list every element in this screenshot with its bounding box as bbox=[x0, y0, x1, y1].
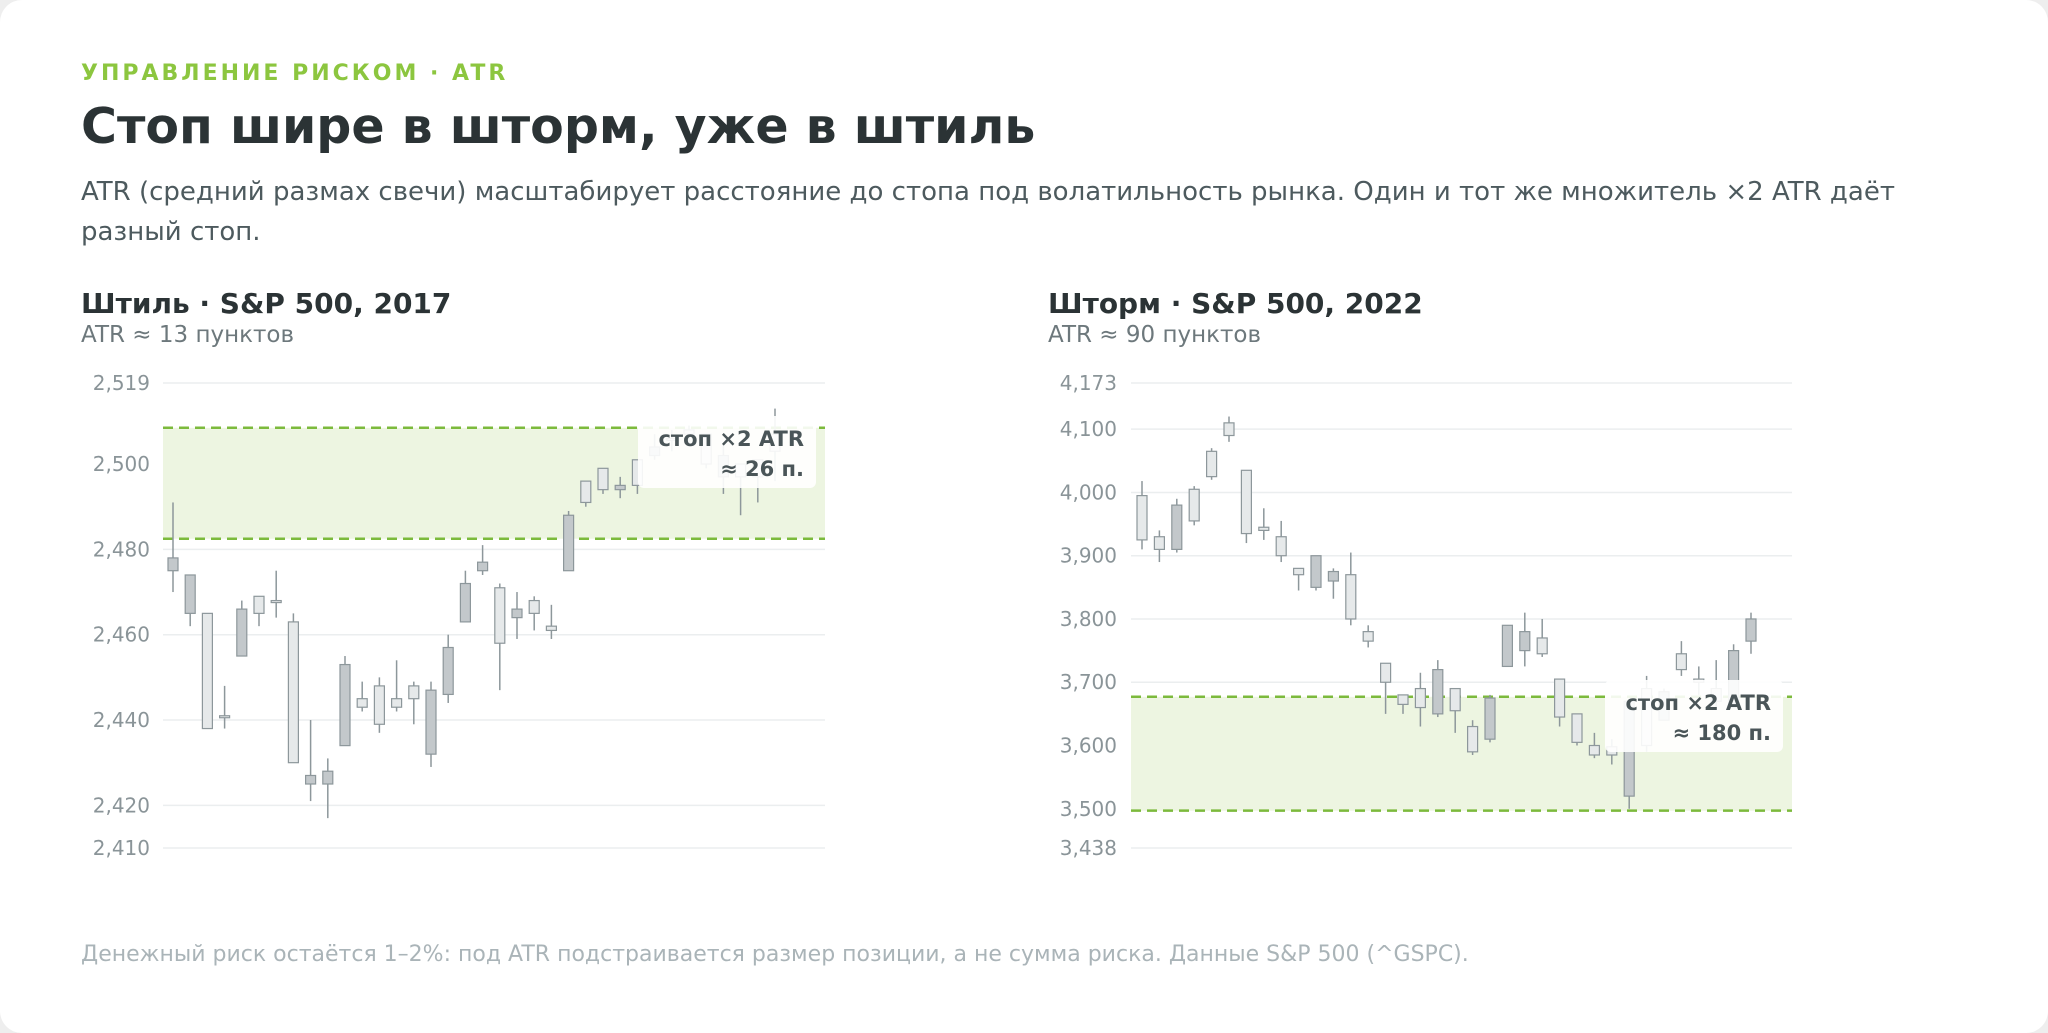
calm-candle-body bbox=[580, 480, 592, 504]
calm-candle-body bbox=[545, 625, 558, 632]
storm-candle-body bbox=[1553, 678, 1566, 718]
calm-stop-label-line1: стоп ×2 ATR bbox=[658, 427, 804, 451]
storm-y-tick-label: 3,500 bbox=[1060, 797, 1117, 821]
calm-chart-subtitle: ATR ≈ 13 пунктов bbox=[81, 322, 295, 348]
storm-y-tick-label: 3,438 bbox=[1060, 836, 1117, 860]
storm-stop-label-line1: стоп ×2 ATR bbox=[1625, 691, 1771, 715]
calm-y-tick-label: 2,480 bbox=[93, 537, 150, 561]
storm-candle-body bbox=[1258, 526, 1270, 532]
storm-y-tick-label: 3,600 bbox=[1060, 734, 1117, 758]
calm-y-tick-label: 2,460 bbox=[93, 623, 150, 647]
calm-stop-label-line2: ≈ 26 п. bbox=[720, 457, 804, 481]
page-title: Стоп шире в шторм, уже в штиль bbox=[81, 98, 1036, 155]
calm-candle-body bbox=[597, 467, 609, 491]
storm-candle-body bbox=[1275, 536, 1287, 557]
storm-candle-body bbox=[1310, 555, 1322, 588]
calm-candle-body bbox=[219, 715, 231, 719]
storm-candle-body bbox=[1345, 574, 1357, 620]
storm-candle-body bbox=[1745, 618, 1757, 642]
storm-candle-body bbox=[1432, 668, 1444, 715]
storm-y-tick-label: 4,100 bbox=[1060, 417, 1117, 441]
storm-candle-body bbox=[1414, 687, 1427, 709]
calm-candle-body bbox=[459, 582, 471, 623]
calm-candle-body bbox=[477, 561, 489, 572]
calm-y-tick-label: 2,519 bbox=[93, 371, 150, 395]
calm-candle-body bbox=[287, 621, 299, 764]
storm-candle-body bbox=[1292, 567, 1305, 576]
storm-candle-body bbox=[1240, 469, 1253, 535]
calm-candle-body bbox=[373, 685, 385, 725]
calm-candle-body bbox=[442, 646, 454, 696]
storm-candle-body bbox=[1501, 624, 1514, 668]
storm-candle-body bbox=[1571, 713, 1583, 743]
calm-candle-body bbox=[511, 608, 523, 619]
calm-y-tick-label: 2,420 bbox=[93, 793, 150, 817]
storm-chart-title: Шторм · S&P 500, 2022 bbox=[1048, 287, 1423, 320]
storm-candle-body bbox=[1327, 570, 1340, 582]
storm-candle-body bbox=[1397, 694, 1409, 705]
storm-stop-label-line2: ≈ 180 п. bbox=[1672, 721, 1771, 745]
storm-stop-label-box bbox=[1605, 680, 1783, 752]
storm-candle-body bbox=[1362, 631, 1374, 642]
storm-candle-body bbox=[1484, 697, 1496, 740]
storm-y-tick-label: 3,900 bbox=[1060, 544, 1117, 568]
calm-candle-body bbox=[425, 689, 437, 755]
calm-chart-title: Штиль · S&P 500, 2017 bbox=[81, 287, 452, 320]
calm-candle-body bbox=[236, 608, 248, 657]
calm-candle-body bbox=[494, 587, 506, 644]
storm-candle-body bbox=[1171, 504, 1183, 550]
storm-y-tick-label: 4,000 bbox=[1060, 480, 1117, 504]
storm-candle-body bbox=[1188, 488, 1200, 522]
calm-stop-label-box bbox=[638, 416, 816, 488]
calm-candle-body bbox=[339, 663, 351, 747]
storm-y-tick-label: 4,173 bbox=[1060, 371, 1117, 395]
calm-candle-body bbox=[356, 698, 368, 708]
calm-candle-body bbox=[184, 574, 196, 614]
eyebrow-label: УПРАВЛЕНИЕ РИСКОМ · ATR bbox=[81, 61, 509, 86]
calm-candle-body bbox=[270, 599, 282, 604]
storm-candle-body bbox=[1449, 687, 1461, 712]
storm-candle-body bbox=[1675, 653, 1688, 671]
lead-paragraph: ATR (средний размах свечи) масштабирует … bbox=[81, 177, 1895, 247]
calm-y-tick-label: 2,410 bbox=[93, 836, 150, 860]
storm-chart-subtitle: ATR ≈ 90 пунктов bbox=[1048, 322, 1262, 348]
calm-candle-body bbox=[408, 685, 420, 700]
calm-candle-body bbox=[528, 599, 540, 614]
calm-candlestick-chart: 2,519 2,500 2,480 2,460 2,440 2,420 2,410 стоп … bbox=[93, 371, 825, 860]
storm-candle-body bbox=[1153, 536, 1166, 550]
footnote: Денежный риск остаётся 1–2%: под ATR под… bbox=[81, 942, 1469, 967]
calm-y-tick-label: 2,440 bbox=[93, 708, 150, 732]
storm-candle-body bbox=[1379, 662, 1392, 683]
calm-candle-body bbox=[562, 514, 575, 572]
storm-candle-body bbox=[1136, 495, 1148, 541]
storm-candle-body bbox=[1223, 422, 1235, 437]
storm-candle-body bbox=[1466, 725, 1479, 753]
calm-candle-body bbox=[201, 612, 213, 730]
storm-candle-body bbox=[1205, 450, 1218, 478]
calm-candle-body bbox=[167, 557, 179, 572]
calm-candle-body bbox=[305, 774, 317, 785]
calm-candle-body bbox=[614, 484, 626, 491]
calm-candle-body bbox=[391, 698, 403, 708]
storm-y-tick-label: 3,800 bbox=[1060, 607, 1117, 631]
storm-candle-body bbox=[1519, 631, 1531, 652]
calm-candle-body bbox=[322, 770, 334, 785]
storm-y-tick-label: 3,700 bbox=[1060, 670, 1117, 694]
storm-candle-body bbox=[1588, 744, 1601, 756]
storm-candle-body bbox=[1536, 637, 1548, 655]
storm-candlestick-chart: 4,173 4,100 4,000 3,900 3,800 3,700 3,600 3,500… bbox=[1060, 371, 1792, 860]
calm-candle-body bbox=[253, 595, 265, 614]
calm-y-tick-label: 2,500 bbox=[93, 452, 150, 476]
